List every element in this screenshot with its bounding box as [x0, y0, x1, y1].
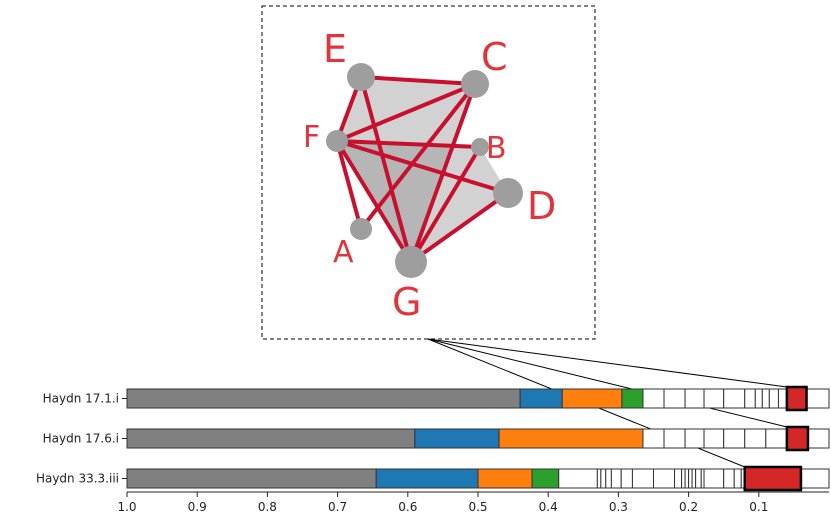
bar-segment-white [723, 428, 746, 449]
bar-row: Haydn 17.6.i [43, 425, 830, 452]
x-tick-label: 0.4 [539, 500, 558, 514]
node-e [347, 63, 375, 91]
x-tick-label: 0.5 [468, 500, 487, 514]
bar-segment-white [754, 388, 763, 409]
node-label-e: E [323, 27, 347, 71]
face-fdg [337, 141, 508, 262]
bar-segment-white [765, 428, 788, 449]
node-label-a: A [333, 235, 354, 270]
row-label: Haydn 17.1.i [43, 392, 119, 406]
bar-segment-white [684, 388, 705, 409]
x-tick-label: 0.6 [398, 500, 417, 514]
bar-segment-white [733, 468, 742, 489]
bar-segment-white [768, 388, 779, 409]
node-a [350, 218, 372, 240]
edge-eg [359, 75, 413, 264]
node-d [493, 178, 523, 208]
bar-segment-white [691, 468, 697, 489]
edge-ca [359, 82, 477, 231]
bar-segment-white [631, 468, 655, 489]
edge-cf [335, 82, 477, 143]
bar-segment-white [806, 388, 830, 409]
row-label: Haydn 33.3.iii [36, 472, 119, 486]
bar-segment-white [674, 468, 683, 489]
bar-segment-white [688, 468, 693, 489]
bar-row: Haydn 33.3.iii [36, 465, 830, 492]
bar-segment-orange [498, 428, 644, 449]
bar-segment-white [703, 388, 725, 409]
node-label-b: B [486, 131, 507, 166]
row-label: Haydn 17.6.i [43, 432, 119, 446]
bar-segment-white [703, 428, 725, 449]
x-tick-label: 0.7 [328, 500, 347, 514]
node-label-g: G [392, 280, 421, 324]
bar-segment-white [596, 468, 602, 489]
simplicial-complex: E C F BD A G [303, 27, 556, 324]
connector-line [427, 338, 787, 388]
x-tick-label: 0.3 [609, 500, 628, 514]
edge-dg [409, 191, 510, 264]
x-tick-label: 0.2 [679, 500, 698, 514]
edge-ec [359, 75, 477, 86]
edge-fd [335, 139, 510, 195]
inset-frame [261, 5, 596, 340]
bar-segment-gray [126, 468, 377, 489]
bar-segment-white [642, 428, 665, 449]
node-f [326, 130, 348, 152]
node-label-f: F [303, 120, 320, 155]
bar-segment-highlight [743, 465, 803, 492]
bar-segment-gray [126, 428, 416, 449]
x-tick-label: 0.1 [749, 500, 768, 514]
node-c [461, 70, 489, 98]
x-tick-label: 0.8 [258, 500, 277, 514]
bar-segment-white [807, 428, 830, 449]
bar-segment-white [684, 428, 705, 449]
bar-segment-orange [561, 388, 623, 409]
connector-line [427, 338, 787, 428]
bar-segment-blue [414, 428, 500, 449]
node-g [395, 246, 427, 278]
bar-segment-orange [477, 468, 533, 489]
bar-segment-blue [519, 388, 563, 409]
edge-bg [409, 145, 482, 264]
bar-segment-white [800, 468, 830, 489]
bar-segment-green [621, 388, 644, 409]
bar-segment-white [744, 428, 767, 449]
bar-segment-white [744, 388, 756, 409]
bar-segment-white [642, 388, 665, 409]
bar-segment-blue [375, 468, 479, 489]
bar-segment-white [653, 468, 676, 489]
edge-fa [335, 139, 363, 231]
bar-segment-white [620, 468, 633, 489]
bar-segment-white [600, 468, 607, 489]
x-tick-label: 0.9 [188, 500, 207, 514]
x-tick-label: 1.0 [117, 500, 136, 514]
bar-segment-white [605, 468, 612, 489]
node-label-c: C [481, 35, 508, 79]
bar-segment-white [610, 468, 622, 489]
x-axis: 1.0 0.9 0.8 0.7 0.6 0.5 0.4 0.3 0.2 0.1 [117, 491, 829, 514]
bar-segment-gray [126, 388, 521, 409]
edge-fg [335, 139, 413, 264]
bar-segment-highlight [785, 425, 810, 452]
edge-fb [335, 139, 482, 149]
bar-segment-white [558, 468, 598, 489]
bar-segment-white [723, 388, 746, 409]
bar-segment-white [703, 468, 725, 489]
bar-segment-white [684, 468, 690, 489]
node-label-d: D [527, 184, 556, 228]
bar-segment-white [777, 388, 788, 409]
bar-segment-white [663, 428, 686, 449]
bar-segment-white [695, 468, 702, 489]
bar-segment-white [761, 388, 770, 409]
bar-row: Haydn 17.1.i [43, 385, 830, 412]
bar-segment-white [681, 468, 686, 489]
bar-segment-highlight [785, 385, 808, 412]
stacked-bars: Haydn 17.1.i Haydn 17.6.i Haydn 33.3.iii [36, 385, 830, 492]
bar-segment-white [723, 468, 735, 489]
bar-segment-green [531, 468, 560, 489]
node-b [471, 138, 489, 156]
bar-segment-white [663, 388, 686, 409]
